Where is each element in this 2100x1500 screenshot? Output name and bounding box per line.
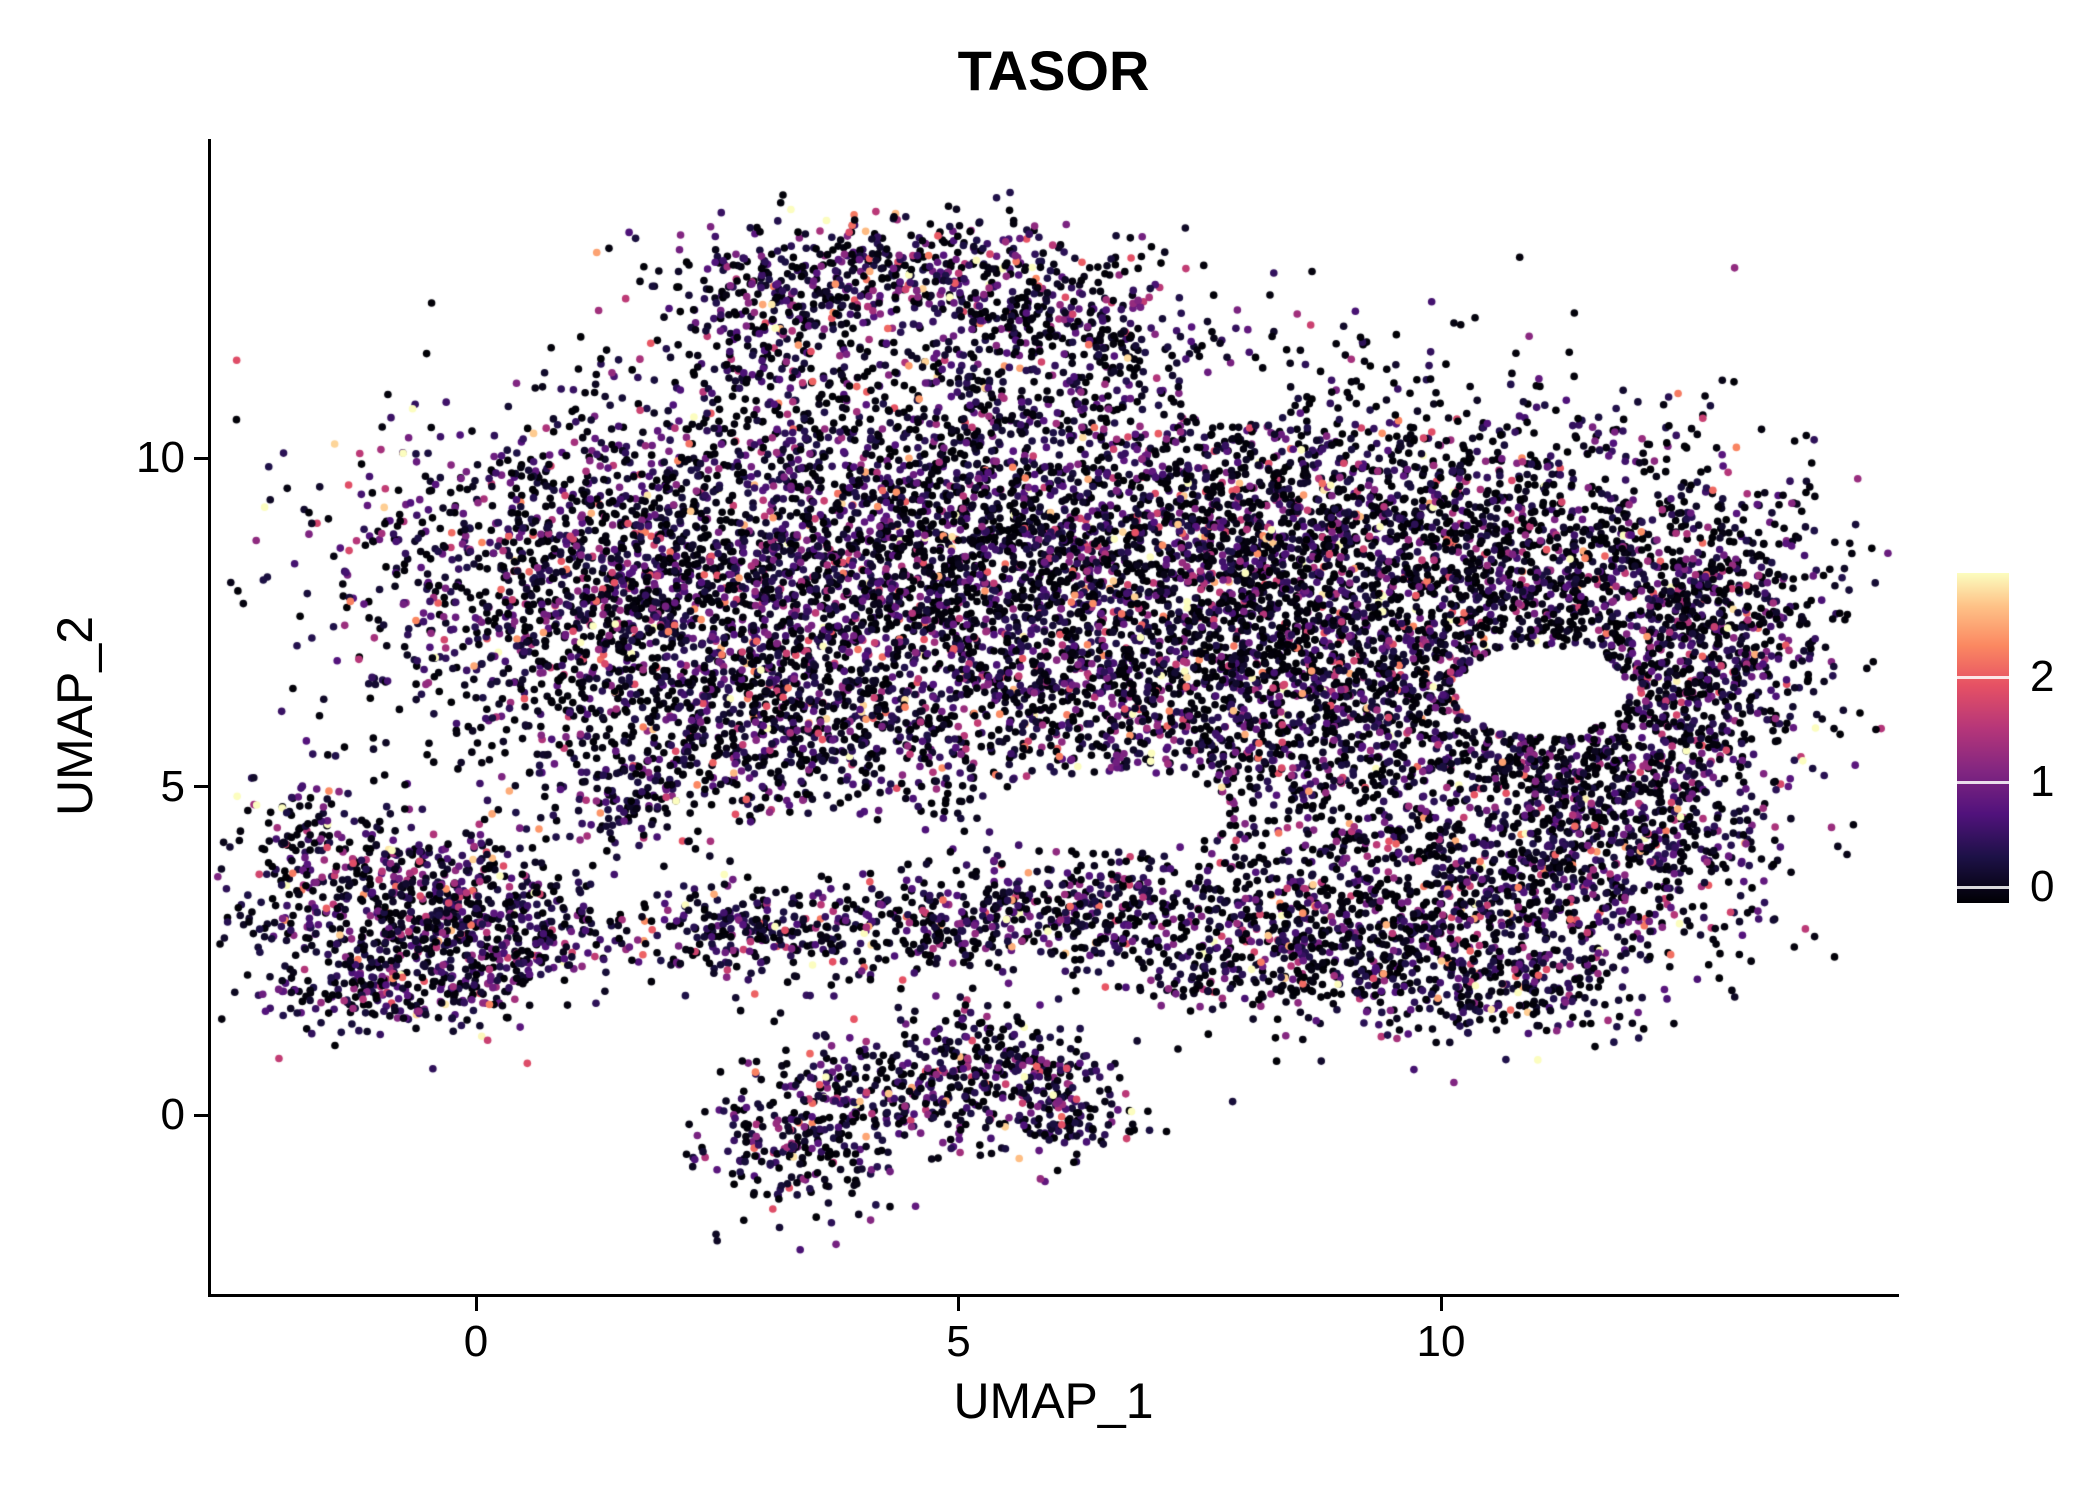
colorbar-tick bbox=[1957, 780, 2009, 784]
x-axis-title: UMAP_1 bbox=[953, 1373, 1154, 1429]
y-axis-tick bbox=[194, 785, 208, 788]
legend-tick-label: 2 bbox=[2030, 652, 2055, 701]
y-axis-tick bbox=[194, 456, 208, 460]
x-tick-label: 5 bbox=[946, 1317, 971, 1366]
x-axis-tick bbox=[474, 1297, 478, 1311]
y-axis-tick bbox=[194, 1113, 208, 1117]
y-axis-title: UMAP_2 bbox=[47, 615, 103, 817]
x-axis-line bbox=[208, 1294, 1899, 1297]
chart-title: TASOR bbox=[957, 39, 1150, 102]
y-tick-label: 0 bbox=[160, 1090, 185, 1139]
x-axis-tick bbox=[957, 1297, 960, 1311]
x-tick-label: 10 bbox=[1416, 1317, 1466, 1366]
colorbar-tick bbox=[1957, 885, 2009, 889]
expression-colorbar bbox=[1957, 573, 2009, 903]
x-tick-label: 0 bbox=[463, 1317, 489, 1366]
legend-tick-label: 1 bbox=[2030, 757, 2055, 806]
x-axis-tick bbox=[1439, 1297, 1443, 1311]
y-tick-label: 10 bbox=[136, 433, 185, 482]
colorbar-tick bbox=[1957, 675, 2009, 679]
y-tick-label: 5 bbox=[160, 761, 185, 811]
legend-tick-label: 0 bbox=[2030, 862, 2055, 911]
y-axis-line bbox=[208, 139, 211, 1297]
